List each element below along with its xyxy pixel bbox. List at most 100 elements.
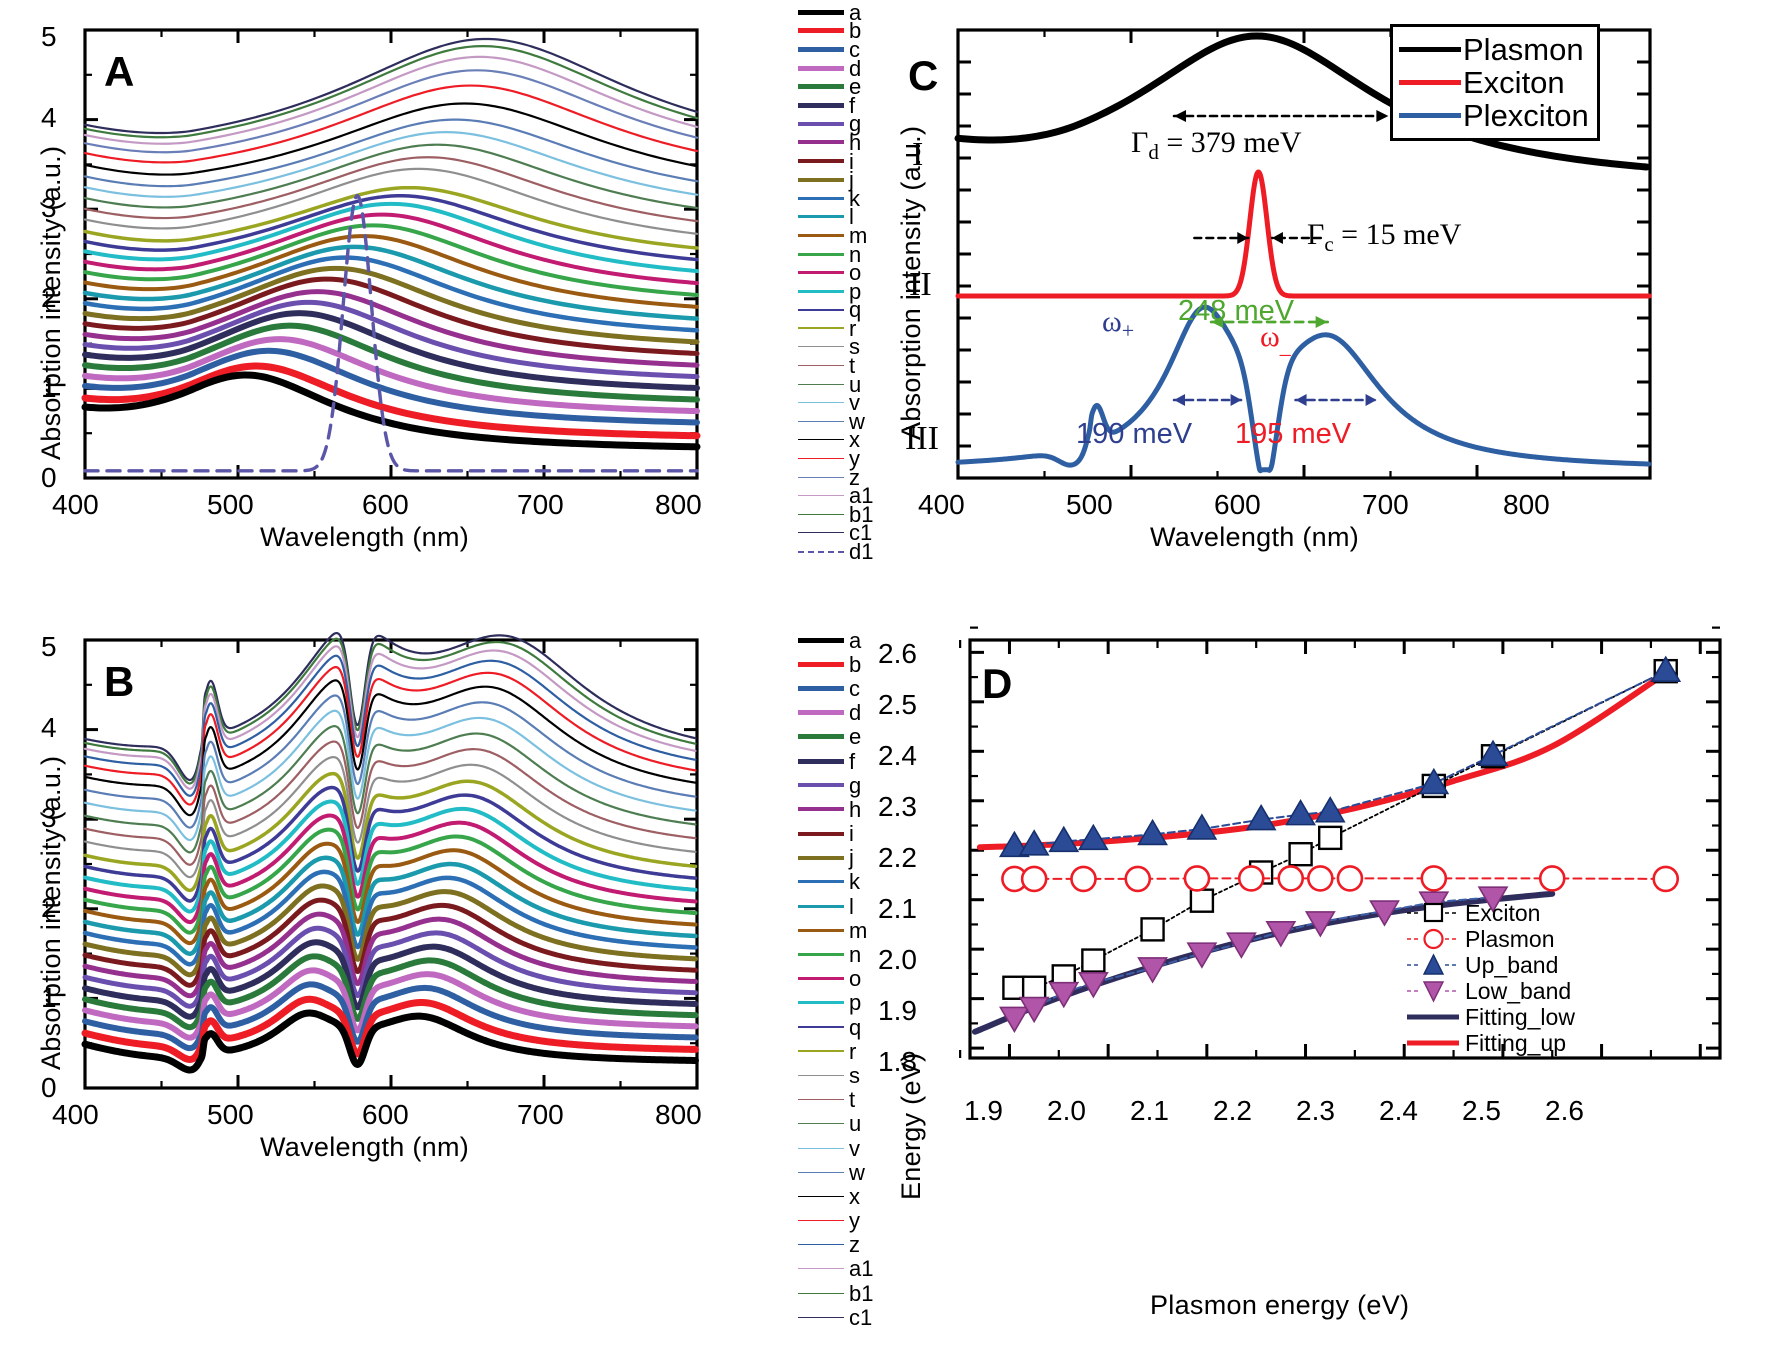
legend-item-o[interactable]: o xyxy=(798,262,873,284)
legend-item-j[interactable]: j xyxy=(798,846,873,870)
legend-item-q[interactable]: q xyxy=(798,1015,873,1039)
panel-d-legend-item-fitting-up[interactable]: Fitting_up xyxy=(1405,1030,1575,1056)
legend-item-s[interactable]: s xyxy=(798,336,873,358)
legend-item-c1[interactable]: c1 xyxy=(798,1305,873,1329)
legend-item-a1[interactable]: a1 xyxy=(798,1257,873,1281)
legend-item-h[interactable]: h xyxy=(798,797,873,821)
legend-item-b1[interactable]: b1 xyxy=(798,1281,873,1305)
legend-item-n[interactable]: n xyxy=(798,241,873,267)
legend-item-u[interactable]: u xyxy=(798,1112,873,1136)
legend-item-r[interactable]: r xyxy=(798,317,873,339)
legend-swatch-icon xyxy=(798,420,844,422)
legend-item-o[interactable]: o xyxy=(798,967,873,991)
legend-item-h[interactable]: h xyxy=(798,131,873,153)
panel-c-curve-label-III: III xyxy=(905,420,939,457)
legend-item-i[interactable]: i xyxy=(798,822,873,846)
legend-label: Fitting_low xyxy=(1465,1003,1575,1030)
legend-item-v[interactable]: v xyxy=(798,1136,873,1160)
legend-swatch-icon xyxy=(798,102,844,108)
legend-label: Plexciton xyxy=(1463,97,1589,133)
legend-item-g[interactable]: g xyxy=(798,113,873,135)
legend-item-a1[interactable]: a1 xyxy=(798,485,873,507)
legend-label: b xyxy=(849,651,862,677)
legend-item-j[interactable]: j xyxy=(798,169,873,191)
legend-item-f[interactable]: f xyxy=(798,92,873,118)
legend-item-s[interactable]: s xyxy=(798,1063,873,1087)
legend-swatch-icon xyxy=(798,1244,844,1246)
legend-item-p[interactable]: p xyxy=(798,280,873,302)
panel-b-xtick-700: 700 xyxy=(517,1099,564,1130)
panel-c-omega-plus-label: ω+ xyxy=(1102,305,1134,344)
legend-item-k[interactable]: k xyxy=(798,870,873,894)
legend-item-a[interactable]: a xyxy=(798,628,873,652)
legend-item-f[interactable]: f xyxy=(798,749,873,773)
legend-item-i[interactable]: i xyxy=(798,150,873,172)
panel-a-xtick-800: 800 xyxy=(655,489,702,520)
legend-item-n[interactable]: n xyxy=(798,942,873,966)
legend-item-d[interactable]: d xyxy=(798,701,873,725)
legend-item-w[interactable]: w xyxy=(798,408,873,434)
legend-label: l xyxy=(849,893,854,919)
legend-label: Fitting_up xyxy=(1465,1029,1567,1056)
legend-marker-triangle-up-icon xyxy=(1407,953,1459,975)
legend-swatch-icon xyxy=(798,121,844,126)
legend-item-m[interactable]: m xyxy=(798,918,873,942)
panel-a-xtick-700: 700 xyxy=(517,489,564,520)
legend-label: k xyxy=(849,869,860,895)
legend-item-q[interactable]: q xyxy=(798,299,873,321)
legend-label: r xyxy=(849,1038,857,1064)
panel-b-letter: B xyxy=(104,658,135,705)
legend-item-b1[interactable]: b1 xyxy=(798,503,873,525)
legend-item-a[interactable]: a xyxy=(798,1,873,23)
legend-item-v[interactable]: v xyxy=(798,392,873,414)
legend-swatch-icon xyxy=(798,252,844,256)
legend-swatch-icon xyxy=(798,1050,844,1053)
legend-item-z[interactable]: z xyxy=(798,466,873,488)
legend-item-t[interactable]: t xyxy=(798,355,873,377)
panel-b: Absorption intensity (a.u.) Wavelength (… xyxy=(0,610,873,1352)
legend-item-c1[interactable]: c1 xyxy=(798,522,873,544)
legend-item-e[interactable]: e xyxy=(798,725,873,749)
legend-item-c[interactable]: c xyxy=(798,38,873,60)
legend-item-y[interactable]: y xyxy=(798,1209,873,1233)
legend-item-p[interactable]: p xyxy=(798,991,873,1015)
panel-c-omega-minus-label: ω_ xyxy=(1260,320,1291,359)
legend-item-b[interactable]: b xyxy=(798,652,873,676)
legend-item-g[interactable]: g xyxy=(798,773,873,797)
panel-c-legend-item-plexciton[interactable]: Plexciton xyxy=(1399,97,1589,133)
legend-item-y[interactable]: y xyxy=(798,448,873,470)
panel-d-legend-item-plasmon[interactable]: Plasmon xyxy=(1405,926,1575,952)
panel-b-plot xyxy=(81,631,699,1090)
legend-label: n xyxy=(849,241,862,267)
panel-d-ytick-2.3: 2.3 xyxy=(878,791,917,822)
legend-item-l[interactable]: l xyxy=(798,206,873,228)
panel-d-legend-item-fitting-low[interactable]: Fitting_low xyxy=(1405,1004,1575,1030)
legend-item-d1[interactable]: d1 xyxy=(798,541,873,563)
legend-swatch-icon xyxy=(798,215,844,219)
legend-label: f xyxy=(849,92,856,118)
omega-plus-subscript: + xyxy=(1121,318,1135,343)
panel-c-legend-item-plasmon[interactable]: Plasmon xyxy=(1399,32,1589,67)
legend-item-z[interactable]: z xyxy=(798,1233,873,1257)
panel-d-legend-item-up-band[interactable]: Up_band xyxy=(1405,952,1575,978)
legend-item-m[interactable]: m xyxy=(798,224,873,246)
legend-item-t[interactable]: t xyxy=(798,1088,873,1112)
legend-item-x[interactable]: x xyxy=(798,1184,873,1208)
legend-item-x[interactable]: x xyxy=(798,429,873,451)
legend-item-c[interactable]: c xyxy=(798,676,873,700)
legend-item-d[interactable]: d xyxy=(798,57,873,79)
panel-d-ytick-2.2: 2.2 xyxy=(878,842,917,873)
legend-label: Plasmon xyxy=(1465,925,1555,952)
legend-item-b[interactable]: b xyxy=(798,20,873,42)
legend-label: Up_band xyxy=(1465,951,1559,978)
panel-c-legend-item-exciton[interactable]: Exciton xyxy=(1399,65,1589,100)
legend-item-u[interactable]: u xyxy=(798,373,873,395)
panel-d-legend-item-low-band[interactable]: Low_band xyxy=(1405,978,1575,1004)
legend-label: w xyxy=(849,408,865,434)
legend-item-r[interactable]: r xyxy=(798,1039,873,1063)
panel-d-legend-item-exciton[interactable]: Exciton xyxy=(1405,900,1575,926)
legend-item-l[interactable]: l xyxy=(798,894,873,918)
legend-item-e[interactable]: e xyxy=(798,76,873,98)
legend-item-w[interactable]: w xyxy=(798,1160,873,1184)
legend-item-k[interactable]: k xyxy=(798,187,873,209)
